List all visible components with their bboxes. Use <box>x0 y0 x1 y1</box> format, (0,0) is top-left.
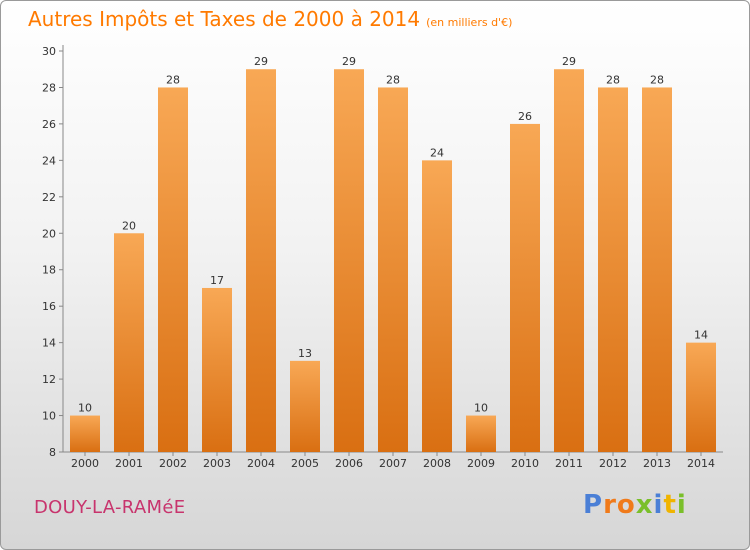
bar <box>158 87 188 453</box>
y-tick-label: 22 <box>42 191 56 204</box>
y-tick-label: 30 <box>42 45 56 58</box>
bar-value-label: 29 <box>342 55 356 68</box>
y-tick-label: 20 <box>42 227 56 240</box>
bar <box>422 160 452 452</box>
x-tick-label: 2000 <box>71 457 99 470</box>
y-tick-label: 18 <box>42 264 56 277</box>
bar-value-label: 28 <box>606 73 620 86</box>
logo-letter: r <box>603 490 617 520</box>
proxiti-logo[interactable]: Proxiti <box>583 490 687 520</box>
x-tick-label: 2005 <box>291 457 319 470</box>
y-tick-label: 14 <box>42 337 56 350</box>
logo-letter: o <box>616 490 636 520</box>
bar <box>290 360 320 452</box>
y-tick-label: 8 <box>49 446 56 459</box>
bar-value-label: 26 <box>518 110 532 123</box>
x-tick-label: 2011 <box>555 457 583 470</box>
bar-value-label: 14 <box>694 329 708 342</box>
logo-letter: P <box>583 490 604 520</box>
commune-name: DOUY-LA-RAMéE <box>34 497 186 518</box>
bar-value-label: 28 <box>166 73 180 86</box>
bar <box>554 69 584 453</box>
x-tick-label: 2009 <box>467 457 495 470</box>
y-tick-label: 16 <box>42 300 56 313</box>
x-tick-label: 2014 <box>687 457 715 470</box>
bar <box>466 415 496 452</box>
x-tick-label: 2013 <box>643 457 671 470</box>
bar <box>510 123 540 452</box>
x-tick-label: 2010 <box>511 457 539 470</box>
bar <box>246 69 276 453</box>
bar-value-label: 17 <box>210 274 224 287</box>
chart-labels: 2000 10 2001 20 2002 28 2003 17 2004 29 2005 13 2006… <box>71 55 715 470</box>
x-tick-label: 2006 <box>335 457 363 470</box>
chart-title: Autres Impôts et Taxes de 2000 à 2014 (en… <box>28 7 512 31</box>
x-tick-label: 2003 <box>203 457 231 470</box>
x-tick-label: 2008 <box>423 457 451 470</box>
chart-bars <box>70 69 716 453</box>
bar-value-label: 29 <box>254 55 268 68</box>
bar <box>202 287 232 452</box>
y-tick-label: 26 <box>42 118 56 131</box>
bar <box>378 87 408 453</box>
bar <box>598 87 628 453</box>
chart-title-text: Autres Impôts et Taxes de 2000 à 2014 <box>28 7 421 31</box>
y-tick-label: 28 <box>42 81 56 94</box>
x-tick-label: 2004 <box>247 457 275 470</box>
logo-letter: x <box>635 490 654 520</box>
bar-value-label: 20 <box>122 219 136 232</box>
bar <box>686 342 716 452</box>
bar-value-label: 28 <box>650 73 664 86</box>
bar-value-label: 28 <box>386 73 400 86</box>
bar <box>642 87 672 453</box>
chart-unit: (en milliers d'€) <box>426 16 513 29</box>
bar <box>114 233 144 452</box>
y-tick-label: 12 <box>42 373 56 386</box>
y-tick-label: 24 <box>42 154 56 167</box>
bar-value-label: 10 <box>78 402 92 415</box>
x-tick-label: 2012 <box>599 457 627 470</box>
logo-letter: i <box>676 490 687 520</box>
bar-value-label: 29 <box>562 55 576 68</box>
logo-letter: i <box>653 490 664 520</box>
logo-letter: t <box>663 490 677 520</box>
bar <box>70 415 100 452</box>
bar <box>334 69 364 453</box>
x-tick-label: 2001 <box>115 457 143 470</box>
x-tick-label: 2007 <box>379 457 407 470</box>
x-tick-label: 2002 <box>159 457 187 470</box>
bar-value-label: 24 <box>430 146 444 159</box>
y-tick-label: 10 <box>42 410 56 423</box>
bar-value-label: 13 <box>298 347 312 360</box>
bar-value-label: 10 <box>474 402 488 415</box>
